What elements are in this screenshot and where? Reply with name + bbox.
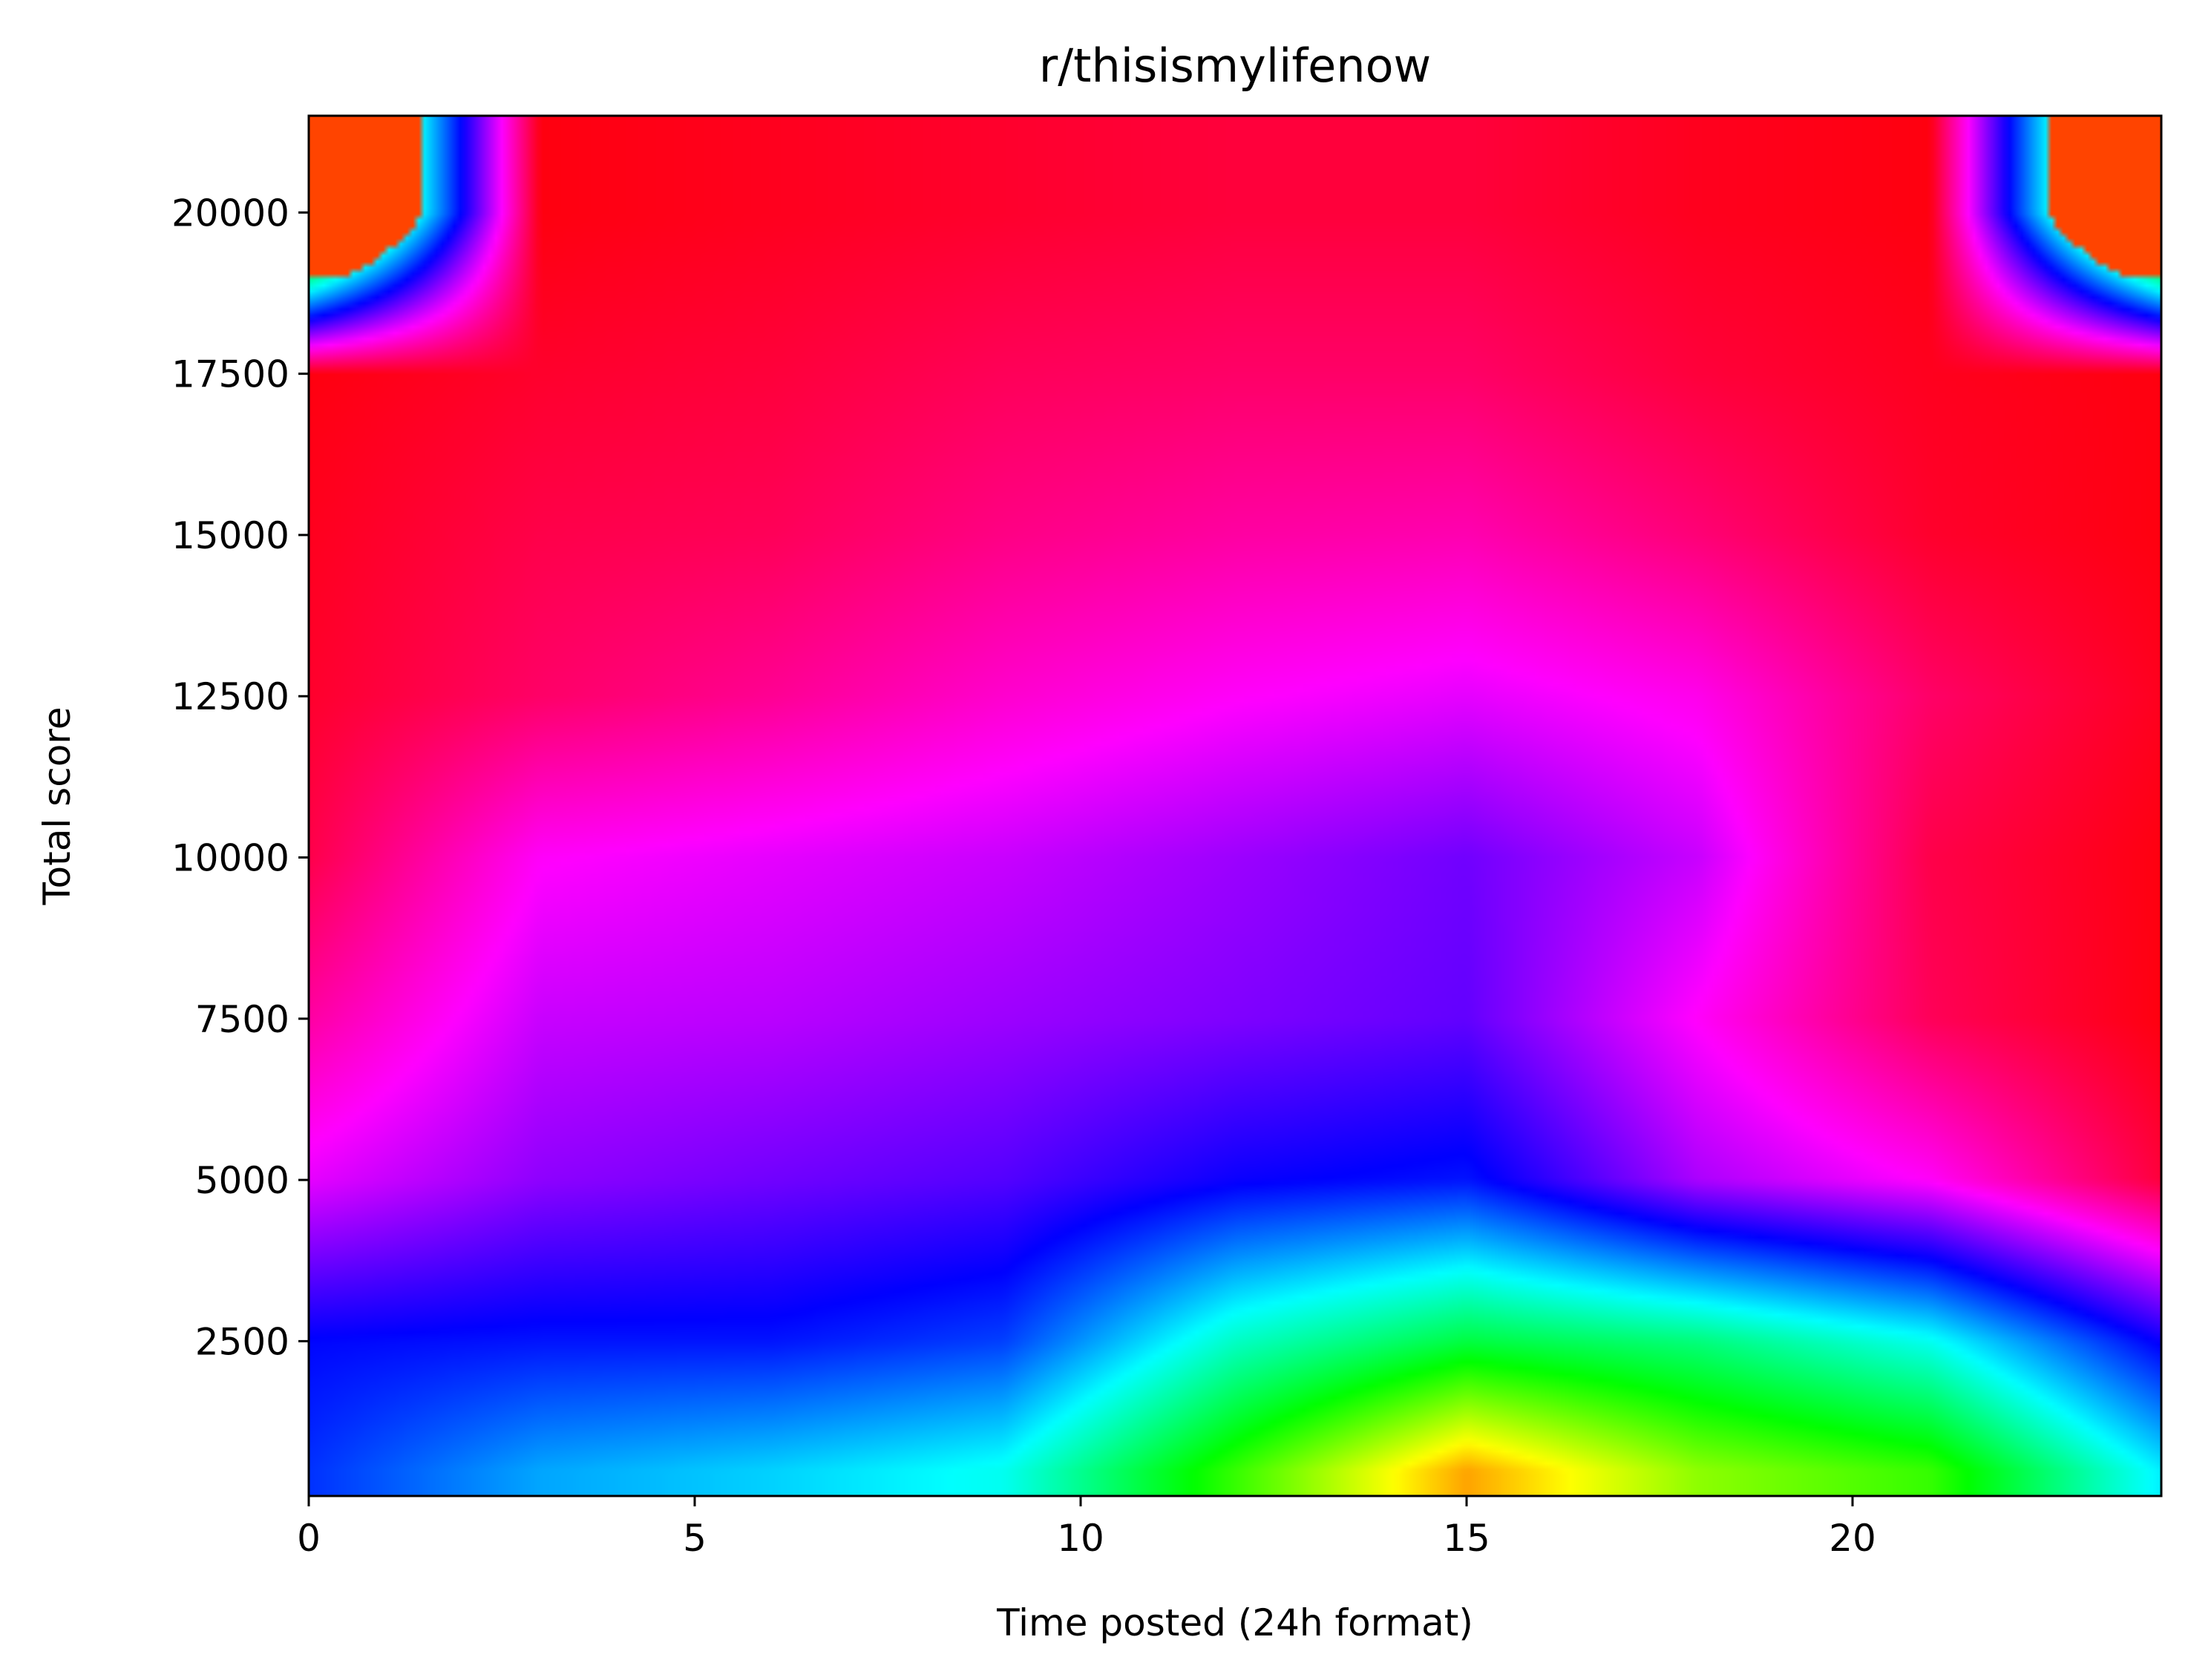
x-tick-label: 20 — [1829, 1517, 1876, 1560]
heatmap-density — [309, 116, 2161, 1496]
x-axis-label: Time posted (24h format) — [996, 1601, 1473, 1644]
x-tick-label: 10 — [1057, 1517, 1104, 1560]
x-tick-label: 5 — [683, 1517, 707, 1560]
y-axis: 2500 5000 7500 10000 12500 15000 17500 20000 — [171, 191, 309, 1363]
y-tick-label: 5000 — [195, 1159, 289, 1202]
y-tick-label: 2500 — [195, 1320, 289, 1363]
x-tick-label: 0 — [297, 1517, 321, 1560]
y-axis-label: Total score — [36, 706, 79, 905]
y-tick-label: 12500 — [171, 675, 289, 718]
y-tick-label: 7500 — [195, 998, 289, 1041]
x-axis: 0 5 10 15 20 — [297, 1496, 1876, 1560]
plot-area — [309, 116, 2161, 1496]
x-tick-label: 15 — [1443, 1517, 1490, 1560]
plot-frame — [307, 114, 2163, 1497]
y-tick-label: 15000 — [171, 514, 289, 557]
chart-title: r/thisismylifenow — [1039, 39, 1431, 93]
y-tick-label: 10000 — [171, 837, 289, 880]
y-tick-label: 17500 — [171, 353, 289, 396]
y-tick-label: 20000 — [171, 191, 289, 234]
